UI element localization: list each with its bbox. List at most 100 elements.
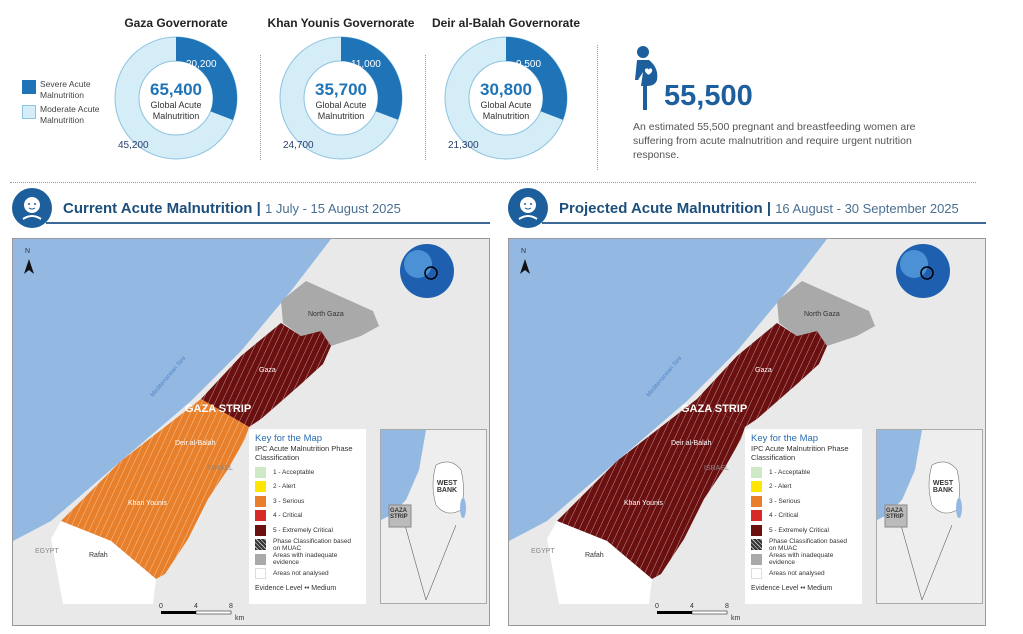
current-map[interactable]: N North Gaza Gaza GAZA STRIP Deir al-Bala… [12, 238, 490, 626]
key-swatch [751, 568, 762, 580]
region-rafah[interactable] [51, 521, 156, 604]
donut-chart [444, 36, 568, 160]
key-item-label: 4 - Critical [273, 512, 303, 520]
key-item: Phase Classification based on MUAC [255, 538, 360, 553]
globe-highlight [900, 250, 928, 278]
scale-unit: km [235, 615, 245, 622]
section-divider [10, 182, 976, 183]
map-label-rafah: Rafah [585, 552, 604, 559]
region-north-gaza[interactable] [281, 281, 379, 346]
key-swatch [255, 481, 266, 493]
severe-segment [341, 37, 402, 120]
map-label-rafah: Rafah [89, 552, 108, 559]
moderate-legend-label: Moderate Acute Malnutrition [40, 104, 100, 125]
section-underline [542, 222, 986, 224]
child-nutrition-icon [12, 188, 52, 228]
section-title: Projected Acute Malnutrition | 16 August… [559, 200, 959, 217]
key-subtitle: IPC Acute Malnutrition Phase Classificat… [751, 444, 849, 462]
gaza-locator [884, 504, 908, 528]
map-label-khan: Khan Younis [128, 500, 167, 507]
key-swatch [255, 510, 266, 522]
scale-8: 8 [725, 603, 729, 610]
key-item-label: 4 - Critical [769, 512, 799, 520]
donut-chart [114, 36, 238, 160]
key-item: 3 - Serious [255, 494, 360, 509]
border-line [402, 517, 457, 601]
map-label-israel: ISRAEL [208, 465, 233, 472]
region-rafah[interactable] [547, 521, 652, 604]
inset-west-bank: WEST BANK [932, 480, 954, 494]
projected-map[interactable]: N North Gaza Gaza GAZA STRIP Deir al-Bala… [508, 238, 986, 626]
gam-label: Global Acute Malnutrition [150, 100, 202, 121]
scale-bar [161, 610, 232, 615]
key-item-label: Phase Classification based on MUAC [273, 537, 352, 552]
gam-total: 65,400 [150, 80, 202, 99]
map-label-gaza: Gaza [755, 367, 772, 374]
key-item-label: Phase Classification based on MUAC [769, 537, 848, 552]
key-swatch [751, 524, 762, 536]
donut-chart [279, 36, 403, 160]
severe-value: 11,000 [351, 59, 381, 70]
key-item: Areas with inadequate evidence [751, 552, 856, 567]
map-label-north_gaza: North Gaza [308, 311, 344, 318]
donut-center: 35,700 Global Acute Malnutrition [301, 80, 381, 122]
section-title-text: Current Acute Malnutrition [63, 200, 253, 217]
gam-label: Global Acute Malnutrition [480, 100, 532, 121]
key-swatch [751, 539, 762, 551]
north-label: N [521, 248, 527, 255]
pregnant-woman-icon [635, 46, 658, 110]
map-canvas [13, 239, 454, 615]
governorate-title: Gaza Governorate [124, 16, 228, 30]
inset-map: WEST BANK GAZA STRIP [380, 429, 487, 604]
title-separator: | [766, 200, 772, 217]
hatch-overlay [61, 399, 249, 579]
donut-center: 65,400 Global Acute Malnutrition [136, 80, 216, 122]
key-item: 2 - Alert [255, 480, 360, 495]
key-swatch [255, 466, 266, 478]
key-title: Key for the Map [255, 433, 323, 444]
border-line [898, 517, 953, 601]
inset-canvas [381, 430, 466, 601]
key-item: 4 - Critical [751, 509, 856, 524]
moderate-value: 21,300 [448, 140, 479, 151]
key-item: 5 - Extremely Critical [751, 523, 856, 538]
map-canvas [509, 239, 950, 615]
scale-0: 0 [159, 603, 163, 610]
plw-number: 55,500 [664, 80, 753, 112]
key-swatch [255, 495, 266, 507]
gam-total: 30,800 [480, 80, 532, 99]
gam-label: Global Acute Malnutrition [315, 100, 367, 121]
map-label-strip: GAZA STRIP [185, 403, 252, 415]
key-swatch [255, 553, 266, 565]
section-dates: 1 July - 15 August 2025 [265, 201, 401, 216]
key-item-label: 3 - Serious [769, 497, 801, 505]
key-item: 1 - Acceptable [751, 465, 856, 480]
evidence-level: Evidence Level •• Medium [751, 585, 833, 592]
moderate-value: 24,700 [283, 140, 314, 151]
inset-west-bank: WEST BANK [436, 480, 458, 494]
key-item-label: Areas with inadequate evidence [769, 552, 834, 567]
globe-highlight [404, 250, 432, 278]
hatch-overlay [697, 323, 827, 427]
north-arrow-icon [24, 259, 34, 274]
key-item-label: Areas not analysed [769, 570, 825, 578]
donut-center: 30,800 Global Acute Malnutrition [466, 80, 546, 122]
key-title: Key for the Map [751, 433, 819, 444]
scale-4: 4 [194, 603, 198, 610]
map-label-egypt: EGYPT [531, 548, 555, 555]
north-label: N [25, 248, 31, 255]
severe-legend-label: Severe Acute Malnutrition [40, 79, 91, 100]
section-title: Current Acute Malnutrition | 1 July - 15… [63, 200, 401, 217]
evidence-level: Evidence Level •• Medium [255, 585, 337, 592]
key-swatch [751, 510, 762, 522]
key-item: Areas not analysed [751, 567, 856, 582]
severe-segment [176, 37, 237, 121]
region-north-gaza[interactable] [777, 281, 875, 346]
divider [597, 45, 598, 170]
north-arrow-icon [520, 259, 530, 274]
gam-total: 35,700 [315, 80, 367, 99]
key-item-label: Areas not analysed [273, 570, 329, 578]
governorate-title: Deir al-Balah Governorate [431, 16, 581, 30]
key-item: 3 - Serious [751, 494, 856, 509]
moderate-value: 45,200 [118, 140, 149, 151]
